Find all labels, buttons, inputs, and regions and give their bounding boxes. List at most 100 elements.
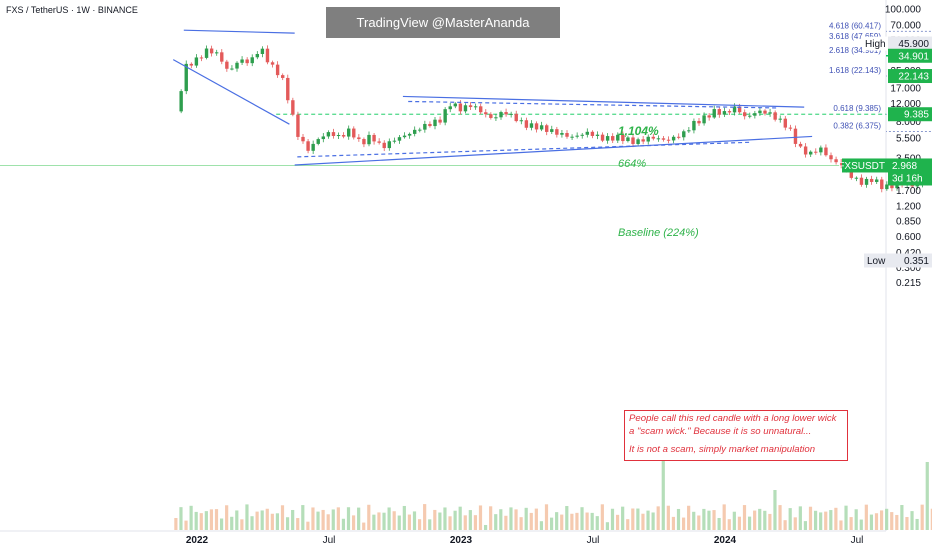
volume-bar — [382, 512, 386, 530]
volume-bar — [367, 504, 371, 530]
time-axis-tick: 2022 — [186, 535, 209, 546]
volume-bar — [468, 510, 472, 530]
candle-body — [560, 133, 564, 135]
candle-body — [331, 132, 336, 137]
volume-bar — [590, 512, 594, 530]
candle-body — [829, 155, 833, 160]
candle-body — [397, 137, 402, 141]
volume-bar — [722, 504, 726, 530]
high-label: High — [865, 39, 886, 50]
candle-body — [448, 106, 452, 110]
volume-bar — [641, 513, 645, 530]
candle-body — [468, 105, 473, 108]
high-label-bg — [862, 36, 888, 51]
candle-body — [428, 123, 432, 127]
candle-body — [915, 184, 920, 187]
annotation-note-line-2: It is not a scam, simply market manipula… — [629, 444, 816, 455]
candle-body — [326, 132, 331, 137]
candle-body — [803, 146, 808, 155]
candle-body — [265, 48, 270, 63]
volume-bar — [214, 509, 219, 530]
volume-bar — [250, 516, 254, 530]
volume-bar — [473, 515, 478, 530]
candle-body — [595, 134, 600, 136]
triangle-upper-line — [402, 95, 805, 108]
volume-bar — [864, 504, 868, 530]
volume-bar — [230, 516, 234, 530]
candle-body — [854, 177, 859, 179]
volume-bar — [555, 512, 559, 530]
volume-bar — [321, 509, 325, 530]
candle-body — [438, 119, 442, 123]
candle-body — [306, 141, 310, 151]
volume-bar — [483, 524, 488, 530]
candle-body — [575, 135, 579, 137]
price-axis-bg — [886, 0, 932, 550]
candle-body — [641, 139, 645, 142]
volume-bar — [275, 513, 280, 530]
volume-bar — [565, 506, 569, 530]
volume-bar — [351, 515, 356, 530]
candle-body — [240, 59, 244, 63]
volume-bar — [580, 507, 584, 530]
price-axis-tick: 12.000 — [890, 99, 921, 110]
candle-body — [214, 52, 219, 54]
volume-bar — [544, 504, 549, 530]
candles-group — [179, 45, 932, 193]
target-price-label-1-bg — [888, 48, 932, 63]
volume-bar — [209, 509, 214, 530]
candle-body — [544, 125, 549, 132]
candle-body — [636, 139, 640, 144]
watermark: TradingView @MasterAnanda — [326, 7, 560, 38]
volume-bar — [509, 507, 513, 530]
candle-body — [534, 123, 539, 130]
candle-body — [529, 123, 534, 128]
candle-body — [687, 130, 691, 132]
volume-bar — [478, 505, 483, 530]
time-axis-tick: Jul — [587, 535, 600, 546]
candle-body — [707, 115, 711, 118]
candle-body — [433, 119, 437, 127]
candle-body — [494, 117, 498, 119]
ticker-badge-bg — [842, 158, 888, 173]
candle-body — [722, 111, 727, 115]
candle-body — [656, 138, 661, 140]
volume-bar — [362, 522, 366, 530]
volume-bar — [539, 521, 544, 530]
volume-bar — [829, 510, 833, 530]
candle-body — [600, 134, 605, 141]
candle-body — [539, 125, 544, 130]
candle-body — [418, 129, 422, 131]
candle-body — [798, 143, 803, 147]
candle-body — [605, 136, 610, 141]
candle-body — [661, 138, 666, 140]
volume-bar — [626, 519, 630, 530]
baseline-price-label-bg — [888, 107, 932, 122]
candle-body — [763, 110, 767, 114]
volume-bar — [336, 507, 340, 530]
volume-bar — [631, 508, 635, 530]
volume-bar — [915, 518, 919, 530]
volume-bar — [260, 510, 264, 530]
volume-bar — [428, 519, 432, 530]
candle-body — [753, 113, 757, 116]
candle-body — [382, 142, 386, 149]
triangle-inner-line-2 — [297, 141, 752, 158]
volume-bar — [676, 508, 681, 530]
candle-body — [727, 111, 732, 113]
candle-body — [341, 135, 346, 137]
volume-bar — [184, 520, 188, 530]
volume-bar — [499, 509, 503, 530]
target-price-label-1: 34.901 — [898, 51, 929, 62]
candle-body — [742, 112, 747, 117]
baseline-price-label: 9.385 — [904, 110, 929, 121]
candle-body — [412, 129, 417, 134]
volume-bar — [194, 511, 198, 530]
volume-bar — [296, 518, 300, 530]
volume-bar — [235, 510, 239, 530]
volume-bar — [773, 490, 777, 530]
volume-bar — [341, 518, 346, 530]
volume-bar — [199, 513, 203, 530]
